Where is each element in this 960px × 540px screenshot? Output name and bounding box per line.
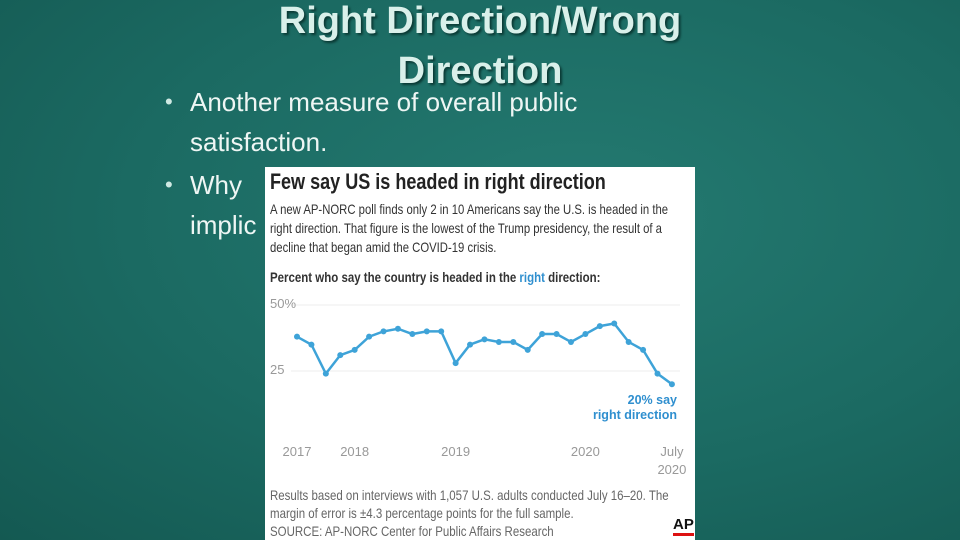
plot	[291, 304, 680, 388]
point	[308, 341, 315, 348]
chart-subtitle: A new AP-NORC poll finds only 2 in 10 Am…	[270, 202, 669, 255]
point	[611, 320, 618, 327]
point	[322, 370, 329, 377]
y-tick-label: 50%	[270, 296, 297, 311]
point	[668, 381, 675, 388]
source: SOURCE: AP-NORC Center for Public Affair…	[270, 523, 554, 539]
point	[524, 346, 531, 353]
annotation: 20% say right direction	[592, 393, 677, 422]
x-tick-label: 2018	[340, 444, 370, 459]
chart-image: Few say US is headed in right direction …	[265, 167, 695, 540]
point	[438, 328, 445, 335]
point	[409, 331, 416, 338]
point	[423, 328, 430, 335]
bullet-text: Why implic	[190, 165, 690, 245]
bullet-fragment: Another measure of overall public satisf…	[190, 87, 578, 157]
point	[380, 328, 387, 335]
point	[467, 341, 474, 348]
slide-title: Right Direction/Wrong Direction	[278, 0, 682, 92]
x-tick-label: 2019	[441, 444, 471, 459]
axis-title-part: direction:	[544, 269, 601, 285]
point	[510, 338, 517, 345]
axis-title-part: Percent who say the country is headed in…	[270, 269, 520, 285]
axis-title-part: right	[519, 269, 545, 285]
point	[625, 338, 632, 345]
point	[553, 331, 560, 338]
point	[582, 331, 589, 338]
logo: AP	[673, 517, 694, 536]
x-tick-label: July 2020	[657, 444, 687, 477]
point	[452, 360, 459, 367]
x-tick-label: 2020	[570, 444, 600, 459]
point	[654, 370, 661, 377]
point	[567, 338, 574, 345]
x-tick-label: 2017	[282, 444, 312, 459]
point	[640, 346, 647, 353]
point	[394, 325, 401, 332]
point	[366, 333, 373, 340]
point	[596, 323, 603, 330]
point	[495, 338, 502, 345]
point	[337, 352, 344, 359]
point	[294, 333, 300, 340]
point	[539, 331, 546, 338]
y-tick-label: 25	[270, 362, 285, 377]
bullet-text: Another measure of overall public satisf…	[190, 82, 690, 162]
point	[351, 346, 358, 353]
line	[296, 322, 673, 386]
footnote: Results based on interviews with 1,057 U…	[270, 487, 669, 521]
bullet-fragment: Why	[190, 170, 242, 200]
bullet-fragment: implic	[190, 210, 257, 240]
axis-title: Percent who say the country is headed in…	[270, 269, 600, 285]
point	[481, 336, 488, 343]
chart-title: Few say US is headed in right direction	[270, 169, 606, 194]
